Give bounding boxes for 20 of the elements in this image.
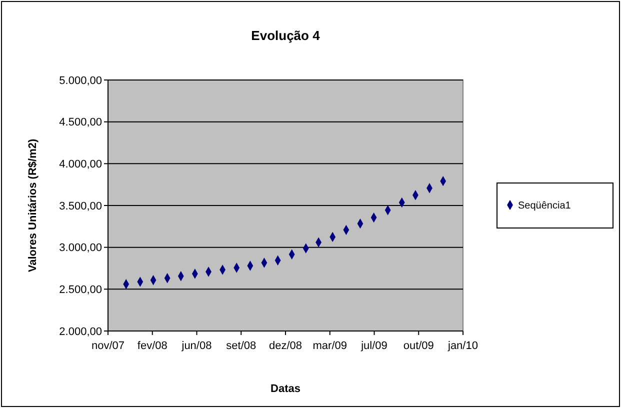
y-tick-label: 2.500,00	[59, 284, 102, 296]
x-tick-label: fev/08	[137, 340, 168, 352]
y-tick-label: 3.000,00	[59, 242, 102, 254]
x-tick-label: jul/09	[360, 340, 388, 352]
x-tick-label: set/08	[226, 340, 256, 352]
x-tick-label: dez/08	[268, 340, 302, 352]
y-tick-label: 5.000,00	[59, 74, 102, 87]
x-tick-label: jun/08	[180, 340, 212, 352]
x-tick-label: nov/07	[91, 340, 125, 352]
y-tick-label: 4.500,00	[59, 116, 102, 129]
y-axis-title: Valores Unitários (R$/m2)	[27, 138, 39, 272]
chart-title: Evolução 4	[251, 28, 321, 43]
x-tick-label: out/09	[403, 340, 434, 352]
x-tick-label: jan/10	[447, 340, 478, 352]
legend-label: Seqüência1	[518, 200, 572, 212]
y-tick-label: 2.000,00	[59, 326, 102, 338]
y-tick-label: 4.000,00	[59, 158, 102, 171]
x-tick-label: mar/09	[312, 340, 347, 352]
y-tick-label: 3.500,00	[59, 200, 102, 212]
x-axis-title: Datas	[270, 383, 300, 395]
